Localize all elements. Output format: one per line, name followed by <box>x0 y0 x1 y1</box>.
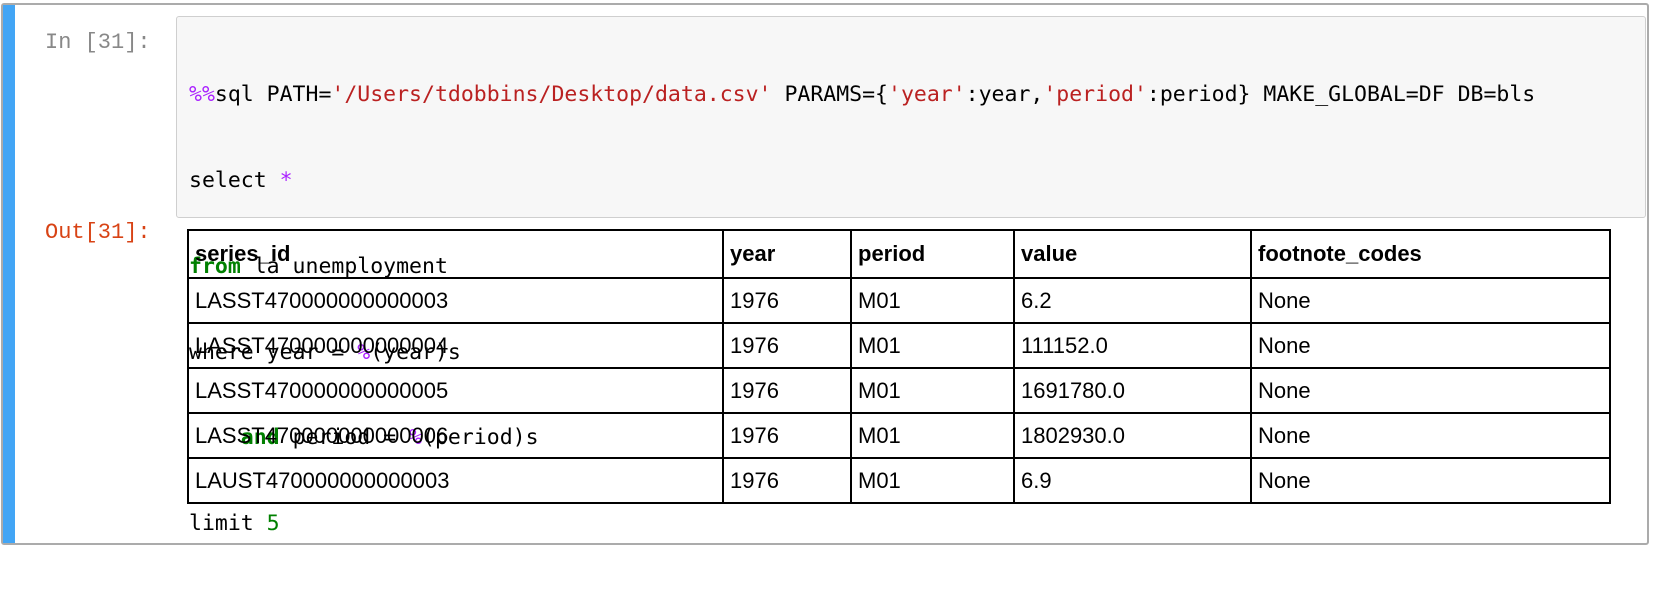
selected-cell-indicator <box>3 5 15 543</box>
code-line-6: limit 5 <box>189 510 1535 539</box>
cell-footnote-codes: None <box>1250 277 1611 324</box>
code-string-year: 'year' <box>888 82 966 108</box>
cell-year: 1976 <box>722 322 852 369</box>
cell-year: 1976 <box>722 367 852 414</box>
table-row: LAUST470000000000003 1976 M01 6.9 None <box>187 457 1611 504</box>
table-row: LASST470000000000005 1976 M01 1691780.0 … <box>187 367 1611 414</box>
cell-footnote-codes: None <box>1250 457 1611 504</box>
code-line-1: %%sql PATH='/Users/tdobbins/Desktop/data… <box>189 81 1535 110</box>
cell-magic-prefix: %% <box>189 82 215 108</box>
code-string-path: '/Users/tdobbins/Desktop/data.csv' <box>331 82 772 108</box>
column-header-series-id: series_id <box>187 229 724 279</box>
code-token: PARAMS={ <box>771 82 888 108</box>
output-dataframe-table: series_id year period value footnote_cod… <box>187 229 1611 504</box>
code-line-2: select * <box>189 167 1535 196</box>
cell-footnote-codes: None <box>1250 367 1611 414</box>
cell-value: 1802930.0 <box>1013 412 1252 459</box>
table-row: LASST470000000000004 1976 M01 111152.0 N… <box>187 322 1611 369</box>
column-header-year: year <box>722 229 852 279</box>
column-header-footnote-codes: footnote_codes <box>1250 229 1611 279</box>
cell-period: M01 <box>850 412 1015 459</box>
notebook-cell[interactable]: In [31]: %%sql PATH='/Users/tdobbins/Des… <box>1 3 1649 545</box>
cell-value: 1691780.0 <box>1013 367 1252 414</box>
code-token: select <box>189 167 280 193</box>
cell-footnote-codes: None <box>1250 322 1611 369</box>
column-header-period: period <box>850 229 1015 279</box>
cell-series-id: LASST470000000000003 <box>187 277 724 324</box>
code-token: :year, <box>965 82 1044 108</box>
output-prompt: Out[31]: <box>45 220 151 245</box>
code-number: 5 <box>266 511 280 537</box>
code-editor[interactable]: %%sql PATH='/Users/tdobbins/Desktop/data… <box>176 16 1646 536</box>
code-token: MAKE_GLOBAL=DF DB=bls <box>1250 82 1536 108</box>
code-token: limit <box>189 511 267 537</box>
cell-period: M01 <box>850 322 1015 369</box>
cell-period: M01 <box>850 367 1015 414</box>
input-prompt: In [31]: <box>45 30 151 55</box>
cell-series-id: LASST470000000000005 <box>187 367 724 414</box>
table-row: LASST470000000000003 1976 M01 6.2 None <box>187 277 1611 324</box>
table-row: LASST470000000000006 1976 M01 1802930.0 … <box>187 412 1611 459</box>
cell-series-id: LASST470000000000006 <box>187 412 724 459</box>
code-token: :period} <box>1146 82 1251 108</box>
cell-year: 1976 <box>722 457 852 504</box>
cell-year: 1976 <box>722 277 852 324</box>
cell-footnote-codes: None <box>1250 412 1611 459</box>
cell-year: 1976 <box>722 412 852 459</box>
cell-value: 111152.0 <box>1013 322 1252 369</box>
cell-period: M01 <box>850 457 1015 504</box>
cell-value: 6.9 <box>1013 457 1252 504</box>
cell-value: 6.2 <box>1013 277 1252 324</box>
cell-series-id: LASST470000000000004 <box>187 322 724 369</box>
column-header-value: value <box>1013 229 1252 279</box>
code-token: sql PATH= <box>214 82 332 108</box>
cell-period: M01 <box>850 277 1015 324</box>
cell-series-id: LAUST470000000000003 <box>187 457 724 504</box>
code-string-period: 'period' <box>1043 82 1147 108</box>
table-header-row: series_id year period value footnote_cod… <box>187 229 1611 279</box>
code-operator: * <box>279 167 293 193</box>
